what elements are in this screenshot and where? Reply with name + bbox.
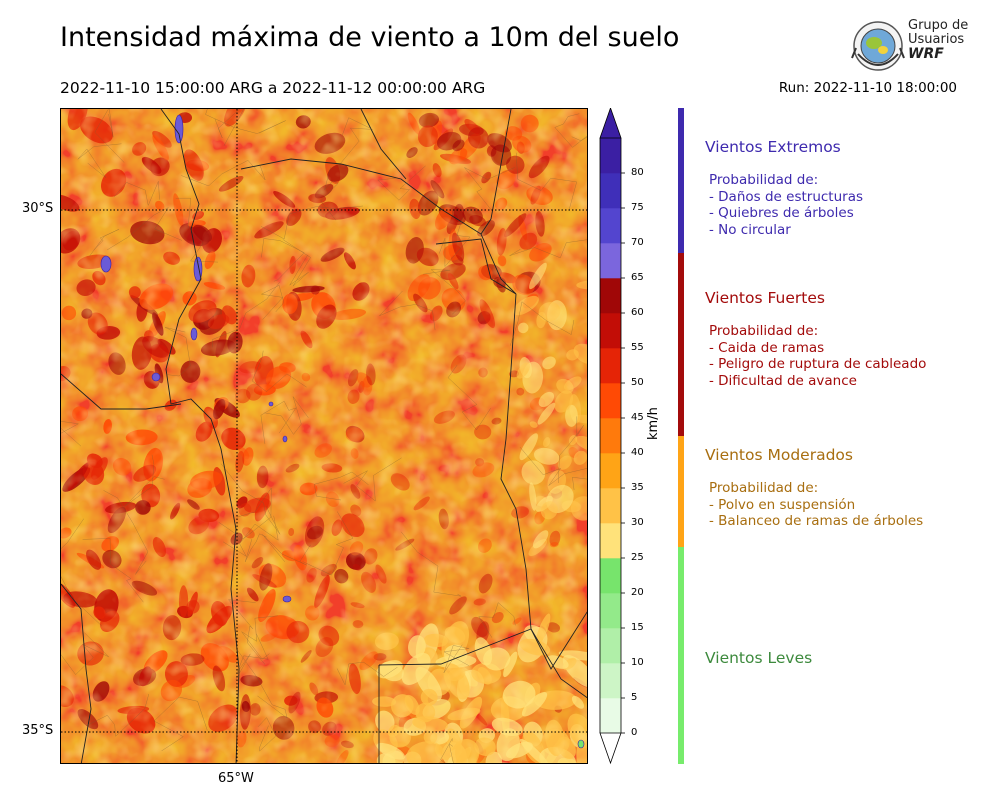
lat-label-35s: 35°S [22, 723, 54, 738]
legend-desc-item: - Daños de estructuras [709, 188, 864, 205]
colorbar-max-arrow [599, 106, 622, 139]
legend-title-moderados: Vientos Moderados [705, 446, 853, 464]
legend-desc-moderados: Probabilidad de: - Polvo en suspensión -… [709, 480, 923, 530]
colorbar-swatch [600, 208, 621, 244]
legend-bar-leves [678, 547, 684, 764]
logo-line-2: Usuarios [908, 32, 965, 47]
legend-desc-extremos: Probabilidad de: - Daños de estructuras … [709, 172, 863, 238]
valid-period: 2022-11-10 15:00:00 ARG a 2022-11-12 00:… [60, 79, 486, 97]
colorbar-tick-label: 75 [631, 202, 644, 213]
colorbar-swatch [600, 523, 621, 559]
legend-title-fuertes: Vientos Fuertes [705, 289, 825, 307]
colorbar-swatch [600, 663, 621, 699]
colorbar-tick-label: 40 [631, 447, 644, 458]
colorbar-swatch [600, 313, 621, 349]
legend-desc-header: Probabilidad de: [709, 480, 819, 496]
colorbar-tick-label: 65 [631, 272, 644, 283]
legend-desc-item: - No circular [709, 221, 791, 238]
colorbar-swatch [600, 173, 621, 209]
colorbar-tick-label: 45 [631, 412, 644, 423]
legend-desc-item: - Dificultad de avance [709, 372, 857, 389]
colorbar-swatch [600, 138, 621, 174]
colorbar-min-arrow [599, 732, 622, 765]
colorbar-swatch [600, 453, 621, 489]
wrf-users-logo: Grupo de Usuarios WRF [850, 18, 970, 74]
legend-bar-extremos [678, 108, 684, 253]
logo-line-3: WRF [908, 46, 944, 62]
colorbar-swatch [600, 558, 621, 594]
lon-label-65w: 65°W [218, 771, 254, 786]
colorbar-tick-label: 70 [631, 237, 644, 248]
colorbar-tick-label: 25 [631, 552, 644, 563]
legend-title-leves: Vientos Leves [705, 649, 813, 667]
colorbar-tick-label: 0 [631, 727, 638, 738]
legend-desc-item: - Polvo en suspensión [709, 496, 856, 513]
run-timestamp: Run: 2022-11-10 18:00:00 [778, 80, 957, 96]
colorbar-swatch [600, 348, 621, 384]
wind-field-map [61, 109, 587, 763]
colorbar [598, 106, 638, 768]
legend-desc-item: - Quiebres de árboles [709, 205, 854, 221]
colorbar-swatch [600, 628, 621, 664]
colorbar-tick-label: 30 [631, 517, 644, 528]
colorbar-swatch [600, 488, 621, 524]
colorbar-swatch [600, 418, 621, 454]
legend-desc-item: - Caida de ramas [709, 339, 825, 356]
department-borders [61, 109, 587, 763]
colorbar-tick-label: 35 [631, 482, 644, 493]
colorbar-tick-label: 80 [631, 167, 644, 178]
colorbar-swatch [600, 593, 621, 629]
colorbar-swatches [599, 106, 625, 765]
legend-desc-header: Probabilidad de: [709, 172, 819, 188]
logo-text: Grupo de Usuarios WRF [908, 18, 969, 62]
colorbar-tick-label: 50 [631, 377, 644, 388]
colorbar-swatch [600, 698, 621, 734]
lat-label-30s: 30°S [22, 201, 54, 216]
legend-desc-item: - Balanceo de ramas de árboles [709, 513, 924, 529]
colorbar-tick-label: 20 [631, 587, 644, 598]
colorbar-swatch [600, 278, 621, 314]
colorbar-tick-label: 60 [631, 307, 644, 318]
extreme-wind-zones [100, 114, 585, 749]
legend-desc-header: Probabilidad de: [709, 323, 819, 339]
globe-emblem-icon [851, 21, 905, 71]
graticule [61, 109, 587, 763]
colorbar-unit: km/h [646, 407, 661, 440]
province-borders [61, 109, 587, 763]
wind-texture-fine [61, 109, 587, 763]
legend-bar-moderados [678, 436, 684, 547]
colorbar-tick-label: 10 [631, 657, 644, 668]
colorbar-tick-label: 5 [631, 692, 638, 703]
colorbar-tick-label: 15 [631, 622, 644, 633]
legend-desc-fuertes: Probabilidad de: - Caida de ramas - Peli… [709, 323, 926, 389]
colorbar-swatch [600, 243, 621, 279]
wind-map[interactable] [60, 108, 588, 764]
legend-title-extremos: Vientos Extremos [705, 138, 841, 156]
legend-bar-fuertes [678, 253, 684, 436]
colorbar-tick-label: 55 [631, 342, 644, 353]
logo-line-1: Grupo de [908, 18, 969, 33]
map-title: Intensidad máxima de viento a 10m del su… [60, 22, 680, 53]
legend-desc-item: - Peligro de ruptura de cableado [709, 356, 927, 372]
colorbar-swatch [600, 383, 621, 419]
